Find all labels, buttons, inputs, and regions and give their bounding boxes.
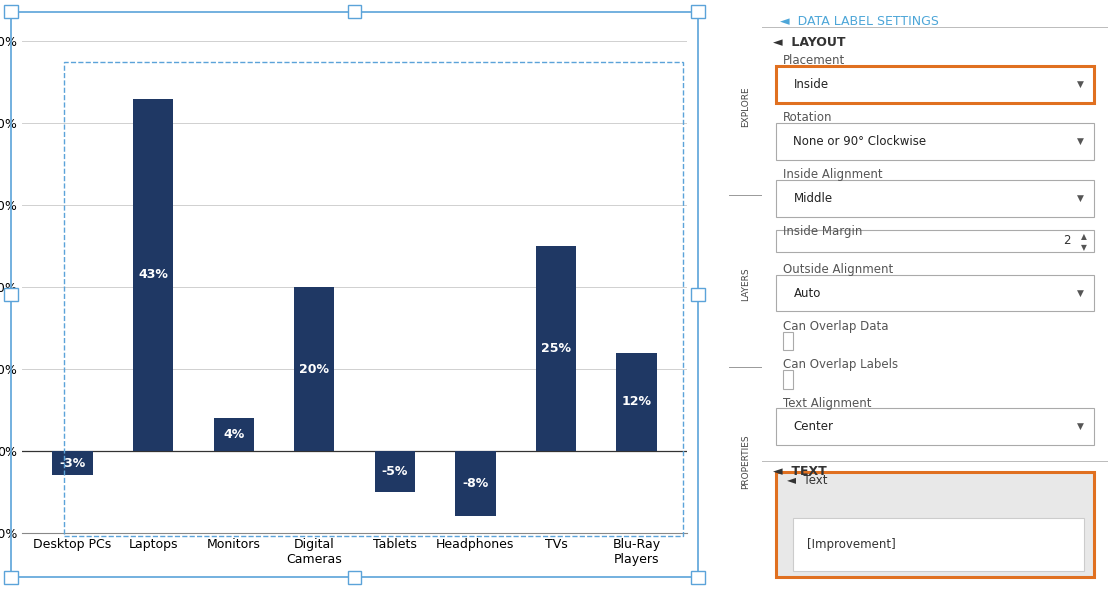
Text: 20%: 20% bbox=[299, 362, 329, 375]
Text: 2: 2 bbox=[1063, 234, 1070, 247]
Text: PROPERTIES: PROPERTIES bbox=[741, 435, 750, 489]
Text: Can Overlap Data: Can Overlap Data bbox=[783, 320, 889, 333]
Bar bbox=[52, 451, 93, 475]
Bar bbox=[214, 418, 254, 451]
Bar bbox=[536, 246, 576, 451]
Bar bbox=[776, 230, 1095, 252]
Bar bbox=[783, 370, 793, 389]
Text: ▲: ▲ bbox=[1081, 232, 1087, 242]
Text: 43%: 43% bbox=[138, 268, 168, 281]
Text: ▼: ▼ bbox=[1077, 422, 1084, 432]
Text: 4%: 4% bbox=[223, 428, 244, 441]
Text: Auto: Auto bbox=[793, 287, 821, 300]
Text: ▼: ▼ bbox=[1077, 137, 1084, 146]
Text: ▼: ▼ bbox=[1077, 194, 1084, 203]
Text: ◄  DATA LABEL SETTINGS: ◄ DATA LABEL SETTINGS bbox=[780, 15, 938, 28]
Text: ▼: ▼ bbox=[1077, 288, 1084, 298]
Text: -3%: -3% bbox=[60, 456, 85, 469]
Text: [Improvement]: [Improvement] bbox=[808, 538, 896, 551]
Text: Rotation: Rotation bbox=[783, 111, 832, 124]
Text: ◄  LAYOUT: ◄ LAYOUT bbox=[772, 36, 845, 49]
Bar bbox=[616, 353, 657, 451]
Text: 25%: 25% bbox=[541, 342, 571, 355]
Text: 12%: 12% bbox=[622, 395, 652, 408]
Text: -5%: -5% bbox=[381, 465, 408, 478]
Bar bbox=[776, 180, 1095, 217]
Text: Text Alignment: Text Alignment bbox=[783, 397, 872, 410]
Text: ◄  Text: ◄ Text bbox=[787, 474, 827, 487]
Bar bbox=[793, 518, 1084, 571]
Text: LAYERS: LAYERS bbox=[741, 268, 750, 301]
Bar bbox=[776, 275, 1095, 311]
Text: -8%: -8% bbox=[462, 477, 489, 490]
Bar bbox=[783, 332, 793, 350]
Text: Inside Alignment: Inside Alignment bbox=[783, 168, 883, 181]
Bar bbox=[133, 99, 173, 451]
Bar bbox=[776, 472, 1095, 577]
Text: Inside: Inside bbox=[793, 78, 829, 91]
Text: ◄  TEXT: ◄ TEXT bbox=[772, 465, 827, 478]
Bar bbox=[776, 408, 1095, 445]
Text: Can Overlap Labels: Can Overlap Labels bbox=[783, 358, 899, 371]
Bar bbox=[776, 123, 1095, 160]
Text: Inside Margin: Inside Margin bbox=[783, 225, 862, 238]
Text: Center: Center bbox=[793, 420, 833, 433]
Bar bbox=[375, 451, 416, 492]
Text: ▼: ▼ bbox=[1081, 243, 1087, 252]
Text: Placement: Placement bbox=[783, 54, 845, 67]
Text: None or 90° Clockwise: None or 90° Clockwise bbox=[793, 135, 926, 148]
Bar bbox=[455, 451, 495, 516]
Bar bbox=[776, 66, 1095, 103]
Text: Middle: Middle bbox=[793, 192, 832, 205]
Bar bbox=[294, 287, 335, 451]
Text: Outside Alignment: Outside Alignment bbox=[783, 263, 893, 276]
Text: ▼: ▼ bbox=[1077, 80, 1084, 89]
Text: EXPLORE: EXPLORE bbox=[741, 86, 750, 127]
